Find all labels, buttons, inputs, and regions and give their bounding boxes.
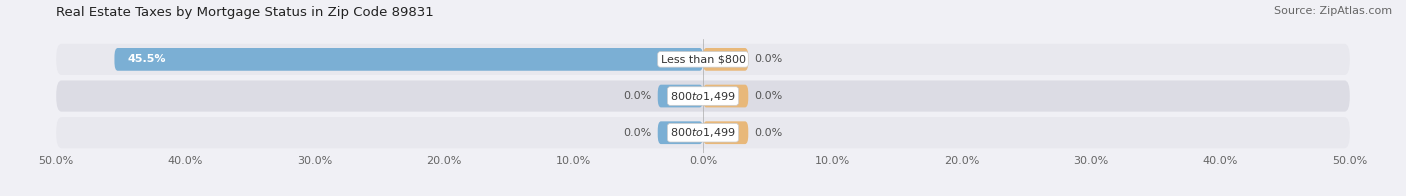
FancyBboxPatch shape xyxy=(56,80,1350,112)
FancyBboxPatch shape xyxy=(703,48,748,71)
FancyBboxPatch shape xyxy=(703,85,748,107)
Text: 0.0%: 0.0% xyxy=(623,91,651,101)
FancyBboxPatch shape xyxy=(56,44,1350,75)
Text: $800 to $1,499: $800 to $1,499 xyxy=(671,126,735,139)
FancyBboxPatch shape xyxy=(658,85,703,107)
FancyBboxPatch shape xyxy=(114,48,703,71)
FancyBboxPatch shape xyxy=(703,121,748,144)
Text: Real Estate Taxes by Mortgage Status in Zip Code 89831: Real Estate Taxes by Mortgage Status in … xyxy=(56,6,434,19)
Text: Less than $800: Less than $800 xyxy=(661,54,745,64)
Text: 0.0%: 0.0% xyxy=(755,54,783,64)
Text: 0.0%: 0.0% xyxy=(755,91,783,101)
FancyBboxPatch shape xyxy=(56,117,1350,148)
Text: 0.0%: 0.0% xyxy=(755,128,783,138)
Text: 0.0%: 0.0% xyxy=(623,128,651,138)
Text: 45.5%: 45.5% xyxy=(128,54,166,64)
Text: Source: ZipAtlas.com: Source: ZipAtlas.com xyxy=(1274,6,1392,16)
FancyBboxPatch shape xyxy=(658,121,703,144)
Text: $800 to $1,499: $800 to $1,499 xyxy=(671,90,735,103)
